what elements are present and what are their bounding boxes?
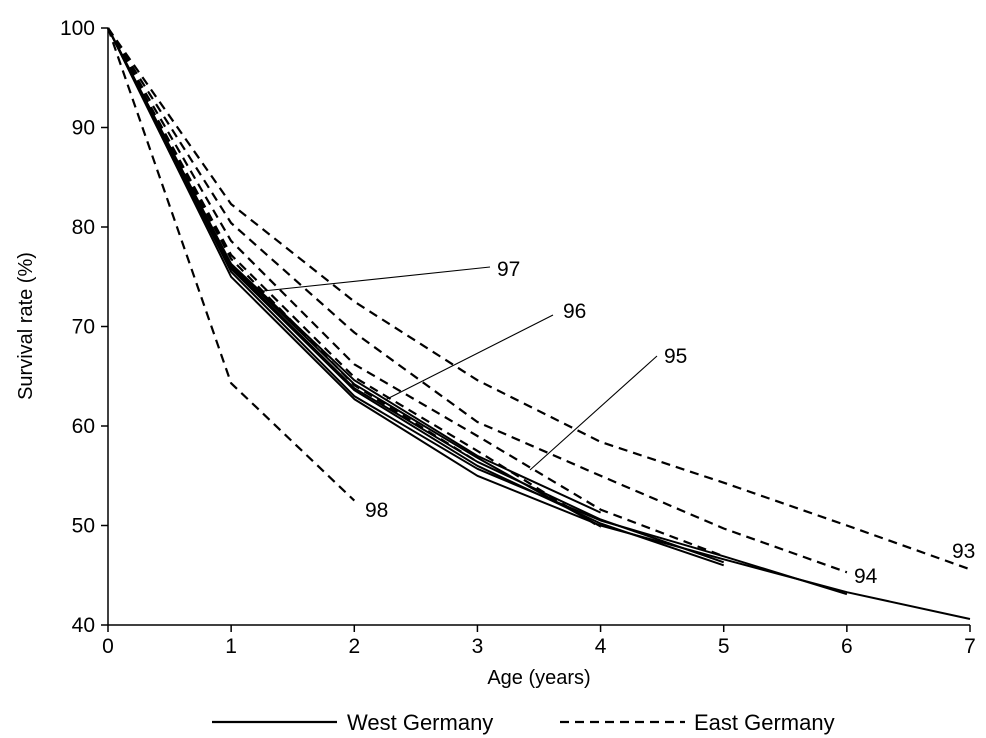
y-tick-label: 40 [72,614,95,637]
y-tick-label: 50 [72,515,95,538]
ticks: 0 1 2 3 4 5 6 7 40 50 60 70 80 90 100 [60,17,976,658]
label-leader-95 [529,355,658,471]
y-tick-label: 90 [72,117,95,140]
east-germany-series-98 [106,27,356,502]
west-germany-series-4 [107,27,725,564]
west-germany-series-1 [107,27,971,620]
west-germany-series-2 [107,27,848,596]
series-label-96: 96 [563,300,586,323]
label-leader-97 [262,266,491,292]
legend-west-label: West Germany [347,710,493,735]
legend-east-label: East Germany [694,710,835,735]
x-tick-label: 5 [718,635,730,658]
east-germany-series-97 [107,27,478,463]
west-germany-series-3 [107,27,725,567]
label-leader-96 [384,314,554,401]
y-tick-label: 100 [60,17,95,40]
legend: West Germany East Germany [212,710,835,735]
y-tick-label: 70 [72,316,95,339]
x-tick-label: 4 [595,635,607,658]
y-axis-title: Survival rate (%) [15,252,37,400]
series-label-95: 95 [664,345,687,368]
series-label-93: 93 [952,540,975,563]
y-tick-label: 60 [72,415,95,438]
west-germany-series-5 [107,27,602,528]
east-germany-series-95 [107,27,725,558]
y-tick-label: 80 [72,216,95,239]
east-germany-series-93 [107,27,971,571]
annotations: 97 96 95 98 94 93 [262,258,975,588]
series-label-94: 94 [854,565,878,588]
x-tick-label: 1 [225,635,237,658]
x-tick-label: 7 [964,635,976,658]
x-tick-label: 6 [841,635,853,658]
series-layer [106,27,971,620]
west-germany-series-6 [107,27,602,514]
x-axis-title: Age (years) [487,667,590,689]
east-germany-series-96 [107,27,602,529]
series-label-97: 97 [497,258,520,281]
east-germany-series-94 [107,27,848,574]
x-tick-label: 3 [472,635,484,658]
series-label-98: 98 [365,499,388,522]
axes [107,28,970,626]
x-tick-label: 0 [102,635,114,658]
x-tick-label: 2 [348,635,360,658]
